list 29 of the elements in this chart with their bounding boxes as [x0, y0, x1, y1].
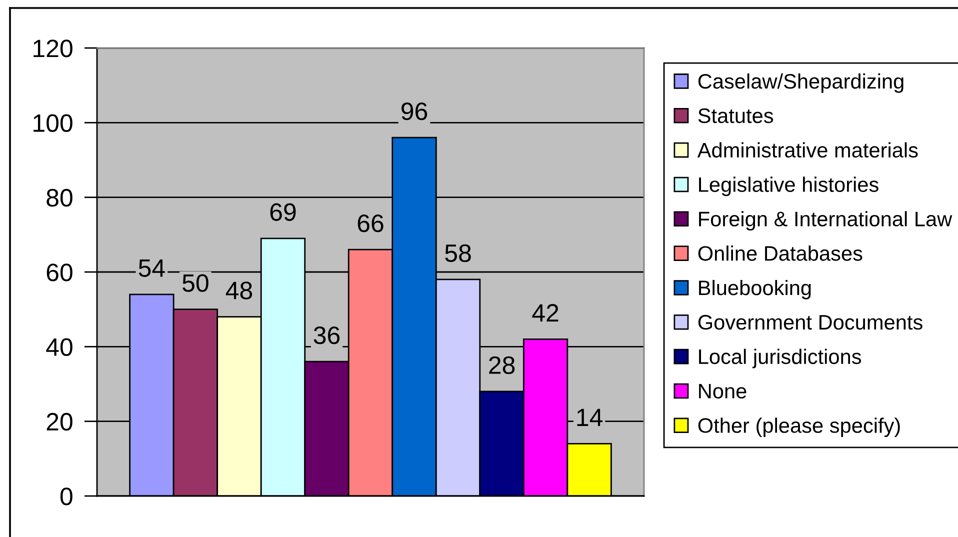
data-label: 66	[358, 214, 384, 232]
legend-label: Bluebooking	[699, 280, 811, 300]
data-label: 28	[489, 356, 515, 374]
data-label: 54	[138, 260, 165, 277]
data-label: 42	[532, 304, 558, 322]
legend-label: Local jurisdictions	[699, 348, 862, 368]
y-tick-label: 20	[46, 412, 72, 431]
legend-label: Legislative histories	[699, 176, 878, 196]
data-label: 69	[270, 203, 296, 221]
data-label: 50	[182, 274, 208, 292]
data-label: 58	[445, 244, 471, 262]
data-label: 14	[577, 408, 602, 426]
y-tick-label: 40	[46, 338, 72, 356]
y-tick-label: 80	[46, 188, 72, 207]
y-tick-label: 60	[46, 264, 72, 282]
y-tick-label: 0	[60, 488, 72, 506]
legend-label: None	[699, 384, 746, 399]
data-label: 96	[402, 102, 428, 120]
legend-label: Other (please specify)	[698, 418, 900, 438]
legend-label: Government Documents	[698, 314, 922, 330]
legend-label: Statutes	[698, 108, 774, 124]
data-label: 48	[226, 282, 252, 300]
legend-label: Foreign & International Law	[699, 211, 952, 231]
data-label: 36	[314, 326, 340, 344]
legend-label: Caselaw/Shepardizing	[698, 73, 904, 93]
y-tick-label: 120	[34, 40, 72, 58]
legend-label: Online Databases	[698, 246, 862, 261]
y-tick-label: 100	[34, 114, 72, 132]
legend-label: Administrative materials	[697, 142, 918, 158]
